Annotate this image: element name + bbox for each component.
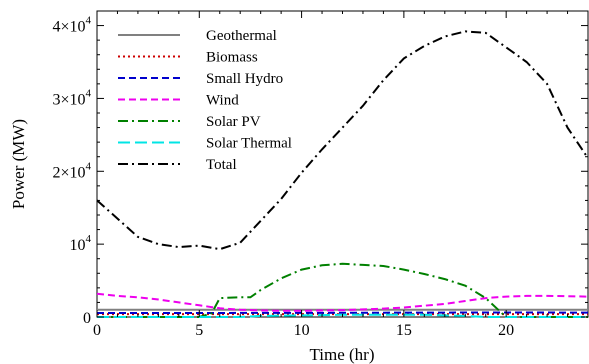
legend-label-geothermal: Geothermal xyxy=(206,28,277,44)
legend-label-total: Total xyxy=(206,157,237,173)
legend-label-small-hydro: Small Hydro xyxy=(206,71,283,87)
legend-label-solar-thermal: Solar Thermal xyxy=(206,136,292,152)
series-line-total xyxy=(96,30,589,251)
plot-area xyxy=(96,10,589,318)
x-tick-label: 0 xyxy=(93,322,101,339)
x-axis-label: Time (hr) xyxy=(309,345,374,364)
y-tick-label: 2×104 xyxy=(52,160,91,181)
series-line-solar-pv xyxy=(97,262,588,318)
x-tick-label: 15 xyxy=(396,322,412,339)
legend-label-solar-pv: Solar PV xyxy=(206,114,261,130)
series-line-solar-thermal xyxy=(97,313,588,318)
legend-label-biomass: Biomass xyxy=(206,50,258,66)
y-tick-label: 0 xyxy=(83,310,91,327)
y-tick-label: 3×104 xyxy=(52,87,91,108)
x-tick-label: 5 xyxy=(195,322,203,339)
x-tick-label: 10 xyxy=(294,322,310,339)
tick-layer: 0 5 10 15 20 0 104 2×104 3×104 4×104 xyxy=(52,11,588,339)
y-tick-label: 4×104 xyxy=(52,15,91,36)
legend-label-wind: Wind xyxy=(206,93,239,109)
y-tick-label: 104 xyxy=(70,233,92,254)
series-line-wind xyxy=(96,292,589,312)
x-tick-label: 20 xyxy=(498,322,514,339)
y-axis-label: Power (MW) xyxy=(9,119,28,209)
legend: Geothermal Biomass Small Hydro Wind Solar PV… xyxy=(118,28,292,173)
